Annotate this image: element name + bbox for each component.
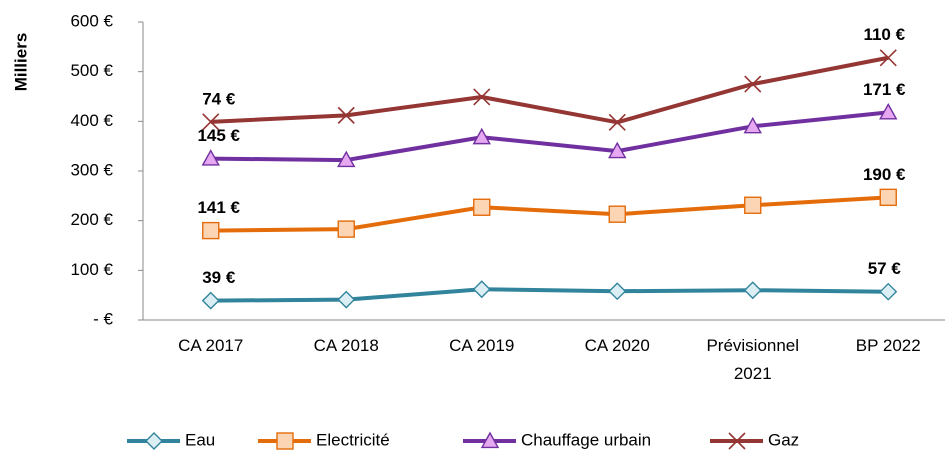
series-line [210, 287, 889, 303]
marker [743, 281, 762, 300]
marker [879, 282, 898, 301]
series-line [210, 195, 889, 233]
data-label: 171 € [863, 80, 906, 99]
legend-label: Chauffage urbain [521, 430, 651, 449]
y-tick-label: 100 € [70, 260, 113, 279]
marker [201, 291, 220, 310]
y-tick-label: 200 € [70, 210, 113, 229]
x-tick-label: BP 2022 [855, 336, 921, 355]
y-tick-label: 500 € [70, 61, 113, 80]
y-tick-label: 300 € [70, 160, 113, 179]
marker [145, 432, 163, 450]
series-line [210, 110, 889, 163]
marker [201, 149, 220, 166]
data-label: 190 € [863, 165, 906, 184]
series-line [210, 55, 889, 125]
marker [608, 205, 626, 223]
x-tick-label: Prévisionnel 2021 [706, 336, 800, 383]
marker [608, 282, 627, 301]
x-tick-label: CA 2018 [313, 336, 379, 355]
marker [744, 75, 762, 93]
x-tick-label: CA 2019 [449, 336, 515, 355]
marker [744, 196, 762, 214]
data-label: 57 € [868, 259, 902, 278]
marker [202, 221, 220, 240]
marker [608, 141, 627, 159]
x-tick-label: CA 2017 [178, 336, 244, 355]
data-label: 141 € [197, 198, 240, 217]
data-label: 145 € [197, 126, 240, 145]
marker [480, 431, 500, 449]
marker [337, 106, 355, 124]
marker [337, 290, 356, 309]
marker [337, 220, 355, 238]
marker [472, 280, 491, 299]
data-label: 110 € [863, 25, 905, 44]
y-tick-label: 400 € [70, 111, 113, 130]
marker [473, 198, 491, 216]
marker [879, 188, 897, 207]
legend-label: Eau [185, 430, 215, 449]
marker [472, 127, 491, 145]
marker [473, 88, 491, 106]
marker [202, 113, 220, 131]
y-tick-label: - € [93, 309, 113, 328]
marker [879, 49, 897, 67]
legend-label: Gaz [768, 430, 799, 449]
marker [728, 432, 746, 450]
marker [879, 102, 898, 120]
x-tick-label: CA 2020 [584, 336, 650, 355]
y-axis-label: Milliers [11, 33, 30, 92]
data-label: 39 € [202, 268, 236, 287]
y-tick-label: 600 € [70, 11, 113, 30]
marker [276, 432, 294, 450]
marker [743, 116, 762, 134]
marker [608, 113, 626, 131]
marker [337, 150, 356, 168]
data-label: 74 € [202, 89, 236, 108]
legend-label: Electricité [316, 430, 390, 449]
